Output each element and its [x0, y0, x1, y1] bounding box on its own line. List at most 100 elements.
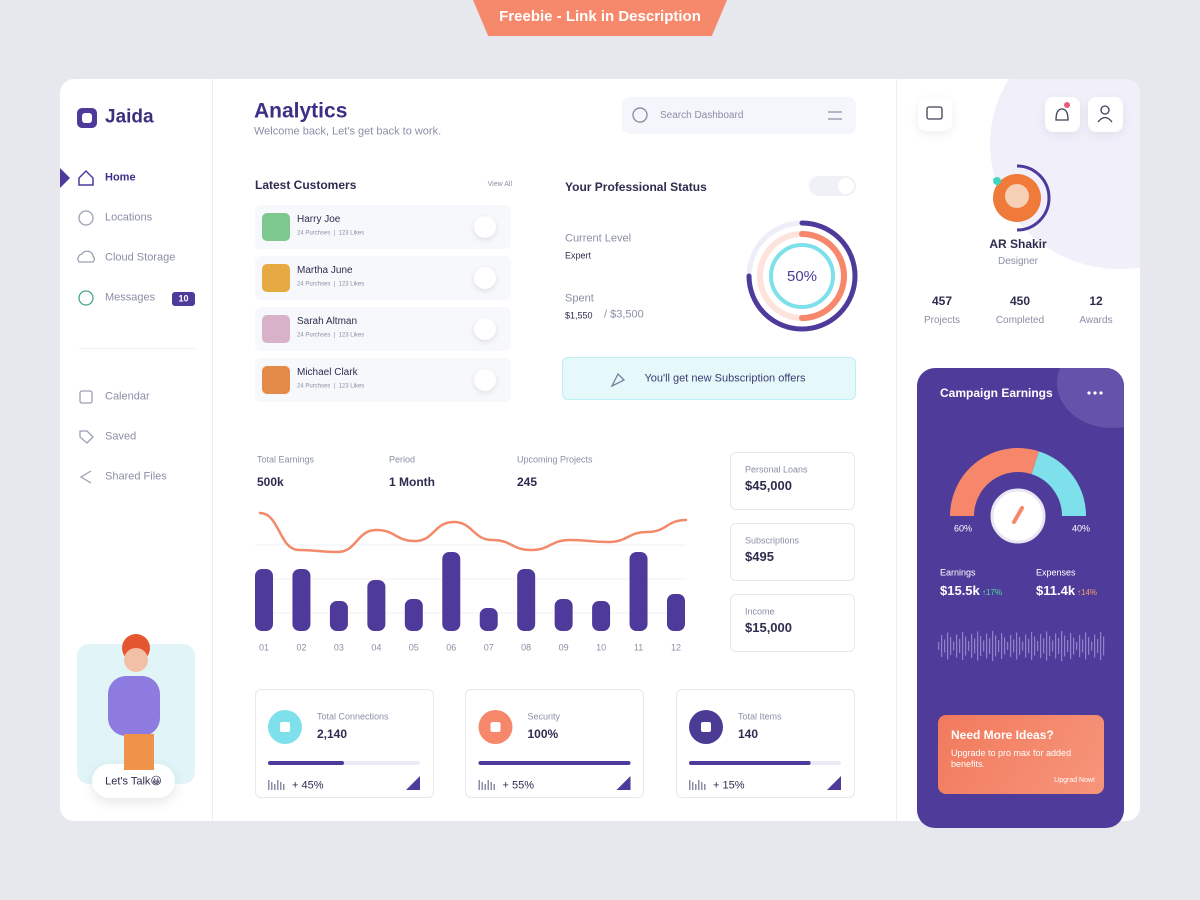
- search-placeholder: Search Dashboard: [660, 110, 744, 121]
- messages-icon: [78, 290, 94, 306]
- saved-icon: [79, 430, 94, 444]
- sparkline-decor: [977, 631, 979, 661]
- nav-item: Saved: [105, 430, 137, 443]
- sparkline-decor: [1064, 635, 1066, 657]
- customer-meta: 24 Purchses | 123 Likes: [297, 281, 365, 288]
- mini-bars: [478, 780, 480, 790]
- expenses-value: $11.4k: [1036, 583, 1076, 599]
- bar: [517, 569, 536, 631]
- side-stat-label: Subscriptions: [745, 535, 800, 546]
- bar: [367, 580, 386, 631]
- progress-fill: [689, 761, 811, 765]
- x-tick-label: 01: [258, 642, 270, 653]
- sparkline-decor: [1052, 640, 1054, 652]
- sparkline-decor: [986, 633, 988, 659]
- donut-progress-arc: [799, 231, 847, 321]
- customer-row: [255, 307, 511, 351]
- spent-total: / $3,500: [604, 308, 644, 321]
- user-icon: [1100, 105, 1110, 115]
- profile-stat-label: Awards: [1079, 315, 1113, 326]
- sparkline-decor: [974, 638, 976, 654]
- campaign-title: Campaign Earnings: [940, 385, 1053, 400]
- mail-button[interactable]: [474, 369, 496, 391]
- earnings-stat-value: 1 Month: [389, 474, 435, 489]
- earnings-stat-value: 500k: [257, 474, 284, 489]
- customer-avatar: [262, 213, 290, 241]
- gauge-segment: [1031, 451, 1086, 517]
- menu-dot: [1087, 391, 1091, 395]
- side-stat-value: $45,000: [745, 478, 792, 494]
- stat-card: [676, 689, 855, 798]
- x-tick-label: 02: [296, 642, 307, 653]
- nav-item: Cloud Storage: [105, 251, 176, 264]
- view-all-link[interactable]: View All: [487, 180, 512, 188]
- sparkline-decor: [1016, 632, 1018, 660]
- earnings-change: ↑17%: [982, 588, 1003, 598]
- earnings-line: [258, 511, 688, 554]
- card-corner: [827, 776, 841, 790]
- sidebar-divider: [212, 79, 213, 821]
- customer-avatar: [262, 315, 290, 343]
- promo-link[interactable]: Upgrad Now!: [1054, 776, 1095, 784]
- progress-fill: [268, 761, 344, 765]
- side-stat-box: [730, 452, 855, 510]
- spent-label: Spent: [565, 292, 594, 305]
- sparkline-decor: [1076, 642, 1078, 650]
- character-legs: [124, 734, 154, 770]
- mail-button[interactable]: [474, 216, 496, 238]
- sparkline-decor: [1046, 631, 1048, 661]
- brand-name: Jaida: [105, 106, 154, 128]
- sparkline-decor: [941, 635, 943, 657]
- customer-name: Harry Joe: [297, 214, 341, 225]
- rocket-icon: [610, 372, 626, 388]
- earnings-stat-value: 245: [517, 474, 538, 489]
- side-stat-value: $15,000: [745, 620, 792, 636]
- mini-bars: [689, 780, 691, 790]
- sparkline-decor: [962, 632, 964, 660]
- mail-button[interactable]: [474, 318, 496, 340]
- home-icon: [78, 169, 94, 186]
- promo-box[interactable]: [938, 715, 1104, 794]
- promo-title: Need More Ideas?: [951, 727, 1054, 742]
- expenses-label: Expenses: [1036, 567, 1076, 578]
- offer-text: You'll get new Subscription offers: [644, 372, 806, 385]
- bell-button[interactable]: [1045, 97, 1080, 132]
- search-icon: [632, 107, 648, 123]
- sparkline-decor: [1040, 634, 1042, 658]
- right-panel-divider: [896, 79, 897, 821]
- chat-button[interactable]: [918, 97, 952, 131]
- sparkline-decor: [1067, 640, 1069, 652]
- sparkline-decor: [1094, 634, 1096, 658]
- mini-bars: [704, 784, 706, 790]
- nav-item: Calendar: [105, 390, 150, 403]
- user-icon-body: [1097, 116, 1113, 123]
- profile-stat-label: Projects: [923, 315, 961, 326]
- sparkline-decor: [1049, 636, 1051, 656]
- profile-stat-label: Completed: [995, 315, 1045, 326]
- sparkline-decor: [938, 642, 940, 650]
- nav-divider: [79, 348, 195, 349]
- card-change: + 45%: [292, 779, 324, 792]
- customer-name: Martha June: [297, 265, 353, 276]
- x-tick-label: 05: [408, 642, 419, 653]
- level-value: Expert: [565, 250, 592, 261]
- cloud-icon: [77, 250, 95, 263]
- mini-bars: [698, 780, 700, 790]
- nav-item: Locations: [105, 211, 153, 224]
- sparkline-decor: [1019, 637, 1021, 655]
- banner: [473, 0, 727, 36]
- donut-outer-arc: [746, 220, 858, 332]
- stat-card: [255, 689, 434, 798]
- mini-bars: [484, 784, 486, 790]
- sparkline-decor: [968, 641, 970, 651]
- side-stat-value: $495: [745, 549, 774, 565]
- messages-badge-bg: [172, 292, 195, 306]
- earnings-value: $15.5k: [940, 583, 980, 599]
- gauge-segment: [950, 448, 1039, 517]
- sparkline-decor: [1031, 632, 1033, 660]
- messages-badge: 10: [178, 293, 189, 304]
- sparkline-decor: [1025, 634, 1027, 658]
- mail-button[interactable]: [474, 267, 496, 289]
- sparkline-decor: [1073, 637, 1075, 655]
- search-box[interactable]: [622, 97, 856, 134]
